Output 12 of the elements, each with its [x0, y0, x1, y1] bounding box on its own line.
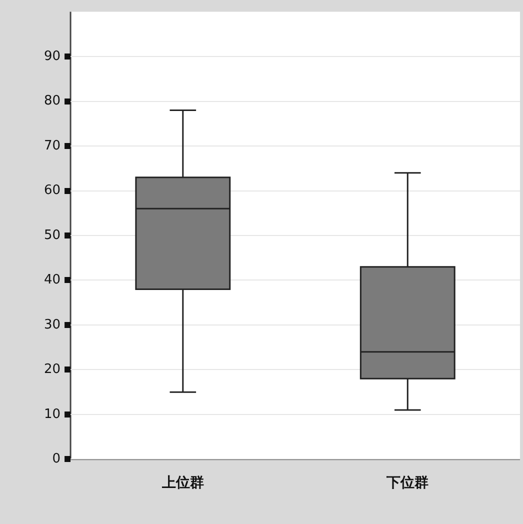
x-tick-label: 下位群 [386, 475, 429, 492]
y-tick-label: 30 [44, 317, 61, 332]
y-tick-label: 50 [44, 228, 61, 243]
y-tick-label: 40 [44, 272, 61, 288]
y-tick-label: 0 [52, 452, 61, 467]
y-tick-label: 90 [44, 48, 61, 64]
y-tick-label: 80 [44, 94, 61, 109]
y-tick-label: 60 [44, 183, 61, 198]
y-tick-label: 10 [44, 406, 61, 422]
x-tick-label: 上位群 [160, 475, 204, 492]
y-tick-label: 20 [44, 362, 61, 378]
y-tick-label: 70 [44, 138, 61, 154]
